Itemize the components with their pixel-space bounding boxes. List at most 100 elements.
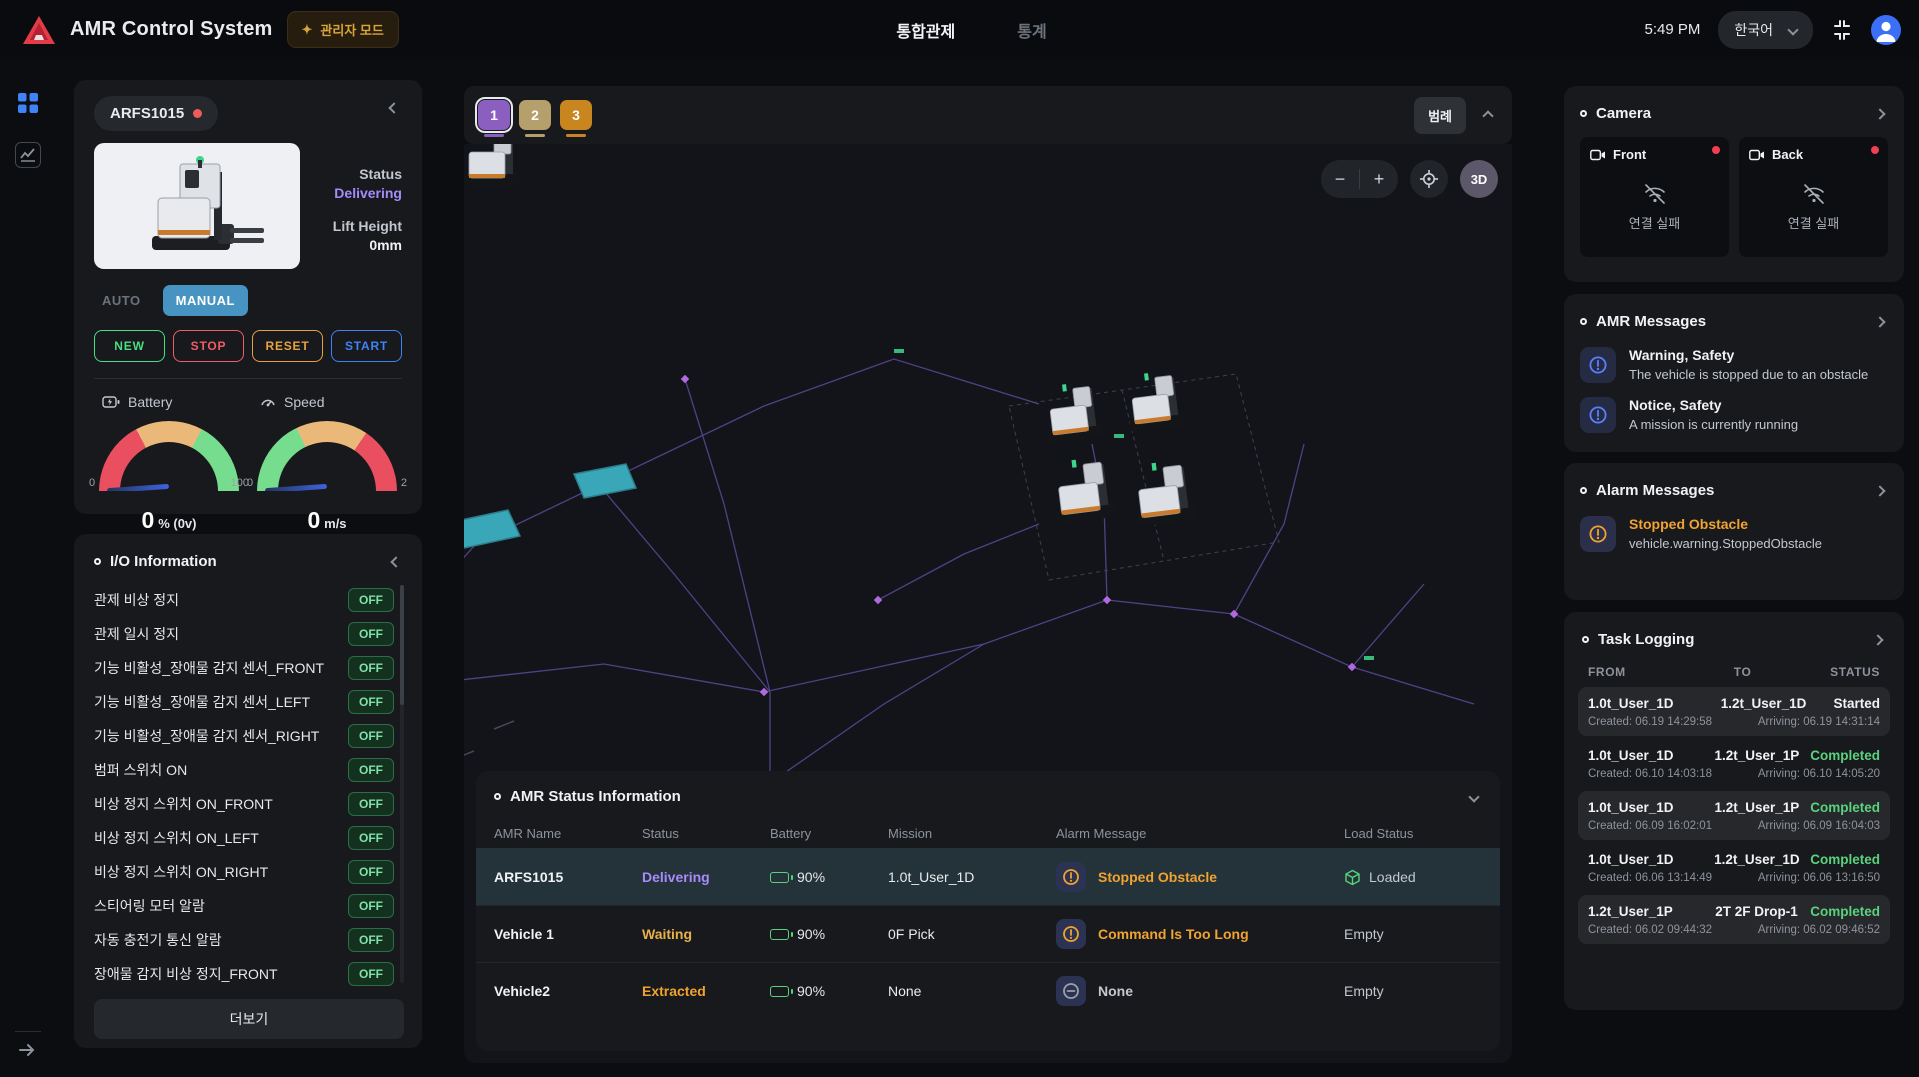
open-amr-messages-button[interactable] [1872, 310, 1888, 333]
io-list: 관제 비상 정지 OFF 관제 일시 정지 OFF 기능 비활성_장애물 감지 … [94, 583, 404, 989]
io-row: 비상 정지 스위치 ON_FRONT OFF [94, 787, 404, 821]
message-item[interactable]: Warning, Safety The vehicle is stopped d… [1580, 347, 1888, 383]
battery-icon [102, 396, 120, 408]
task-created: Created: 06.19 14:29:58 [1588, 716, 1713, 728]
task-from: 1.0t_User_1D [1588, 748, 1674, 763]
camera-tile[interactable]: Back 연결 실패 [1739, 137, 1888, 257]
nav-tab[interactable]: 통계 [1017, 18, 1046, 42]
zoom-out-button[interactable]: − [1321, 160, 1359, 198]
view-3d-button[interactable]: 3D [1460, 160, 1498, 198]
amr-mission-cell: None [888, 983, 922, 999]
mode-auto-button[interactable]: AUTO [94, 287, 149, 314]
io-state-badge: OFF [348, 894, 394, 918]
fullscreen-toggle-button[interactable] [1831, 19, 1853, 41]
recenter-button[interactable] [1410, 160, 1448, 198]
amr-mission-cell: 0F Pick [888, 926, 935, 942]
user-avatar[interactable] [1871, 14, 1901, 45]
collapse-vehicle-panel-button[interactable] [386, 96, 402, 119]
panel-dot-icon [1580, 318, 1587, 325]
mode-manual-button[interactable]: MANUAL [162, 285, 248, 316]
task-log-row[interactable]: 1.0t_User_1D 1.2t_User_1P Completed Crea… [1578, 791, 1890, 840]
io-row: 관제 일시 정지 OFF [94, 617, 404, 651]
amr-status-row[interactable]: Vehicle2 Extracted 90% None None Empty [476, 962, 1500, 1019]
vehicle-command-button[interactable]: STOP [173, 330, 244, 362]
status-label: Status [359, 166, 402, 182]
wifi-off-icon [1644, 184, 1665, 204]
amr-status-row[interactable]: ARFS1015 Delivering 90% 1.0t_User_1D Sto… [476, 848, 1500, 905]
map-floor-button[interactable]: 1 [475, 97, 513, 137]
open-camera-panel-button[interactable] [1872, 102, 1888, 125]
panel-dot-icon [1580, 110, 1587, 117]
speed-value: 0 [307, 507, 321, 533]
column-header: AMR Name [494, 825, 562, 841]
amr-name-cell: ARFS1015 [494, 869, 564, 885]
task-to: 1.2t_User_1P [1714, 800, 1800, 815]
task-status: Completed [1810, 748, 1880, 763]
vehicle-command-button[interactable]: RESET [252, 330, 323, 362]
alarm-icon [1056, 919, 1086, 949]
chevron-down-icon [1787, 23, 1799, 36]
message-icon [1580, 516, 1616, 552]
sidebar-item-statistics[interactable] [15, 142, 41, 168]
open-alarm-messages-button[interactable] [1872, 479, 1888, 502]
battery-unit: % (0v) [158, 516, 197, 531]
panel-dot-icon [1582, 636, 1589, 643]
task-log-row[interactable]: 1.0t_User_1D 1.2t_User_1D Completed Crea… [1578, 843, 1890, 892]
amr-messages-panel: AMR Messages Warning, Safety The vehicle… [1564, 294, 1904, 452]
collapse-io-panel-button[interactable] [388, 550, 404, 573]
task-arriving: Arriving: 06.19 14:31:14 [1757, 716, 1880, 728]
camera-tile[interactable]: Front 연결 실패 [1580, 137, 1729, 257]
task-log-row[interactable]: 1.0t_User_1D 1.2t_User_1P Completed Crea… [1578, 739, 1890, 788]
io-panel-title: I/O Information [110, 553, 217, 570]
map-floor-button[interactable]: 3 [560, 100, 592, 137]
status-value: Delivering [334, 184, 402, 201]
message-item[interactable]: Notice, Safety A mission is currently ru… [1580, 397, 1888, 433]
io-state-badge: OFF [348, 962, 394, 986]
sidebar-item-dashboard[interactable] [16, 91, 40, 118]
expand-rail-button[interactable] [18, 1042, 38, 1061]
admin-mode-badge[interactable]: ✦ 관리자 모드 [286, 11, 399, 48]
amr-alarm-cell: Stopped Obstacle [1056, 862, 1344, 892]
zoom-in-button[interactable]: + [1360, 160, 1398, 198]
battery-label: Battery [128, 394, 173, 410]
legend-button[interactable]: 범례 [1414, 96, 1466, 134]
io-more-button[interactable]: 더보기 [94, 999, 404, 1039]
open-task-logging-button[interactable] [1870, 628, 1886, 651]
io-label: 범퍼 스위치 ON [94, 762, 188, 778]
task-status: Completed [1810, 800, 1880, 815]
amr-load-cell: Empty [1344, 983, 1384, 999]
task-created: Created: 06.02 09:44:32 [1588, 924, 1713, 936]
vehicle-status-dot [193, 109, 203, 118]
io-label: 관제 일시 정지 [94, 626, 180, 642]
panel-dot-icon [94, 558, 101, 565]
camera-offline-dot [1712, 146, 1720, 154]
io-row: 자동 충전기 통신 알람 OFF [94, 923, 404, 957]
amr-status-row[interactable]: Vehicle 1 Waiting 90% 0F Pick Command Is… [476, 905, 1500, 962]
amr-battery-cell: 90% [770, 926, 888, 942]
io-scrollbar[interactable] [400, 585, 404, 983]
battery-icon [770, 985, 793, 997]
message-item[interactable]: Stopped Obstacle vehicle.warning.Stopped… [1580, 516, 1888, 552]
io-row: 스티어링 모터 알람 OFF [94, 889, 404, 923]
rail-divider [15, 1031, 41, 1032]
speed-label: Speed [284, 394, 325, 410]
task-log-row[interactable]: 1.2t_User_1P 2T 2F Drop-1 Completed Crea… [1578, 895, 1890, 944]
language-select[interactable]: 한국어 [1718, 10, 1813, 49]
io-information-panel: I/O Information 관제 비상 정지 OFF 관제 일시 정지 OF… [74, 534, 422, 1048]
app-title: AMR Control System [70, 18, 273, 40]
map-toolbar: 1 2 3 범례 [464, 86, 1512, 144]
nav-tab[interactable]: 통합관제 [896, 18, 955, 42]
vehicle-command-button[interactable]: START [331, 330, 402, 362]
io-state-badge: OFF [348, 758, 394, 782]
io-state-badge: OFF [348, 588, 394, 612]
task-log-row[interactable]: 1.0t_User_1D 1.2t_User_1D Started Create… [1578, 687, 1890, 736]
status-table-header: AMR Name Status Battery Mission Alarm Messag… [476, 818, 1500, 848]
collapse-toolbar-button[interactable] [1478, 102, 1498, 129]
collapse-status-panel-button[interactable] [1466, 785, 1482, 808]
vehicle-command-button[interactable]: NEW [94, 330, 165, 362]
map-floor-button[interactable]: 2 [519, 100, 551, 137]
task-to: 1.2t_User_1P [1714, 748, 1800, 763]
task-created: Created: 06.09 16:02:01 [1588, 820, 1713, 832]
divider [94, 378, 402, 379]
io-label: 기능 비활성_장애물 감지 센서_FRONT [94, 660, 325, 676]
